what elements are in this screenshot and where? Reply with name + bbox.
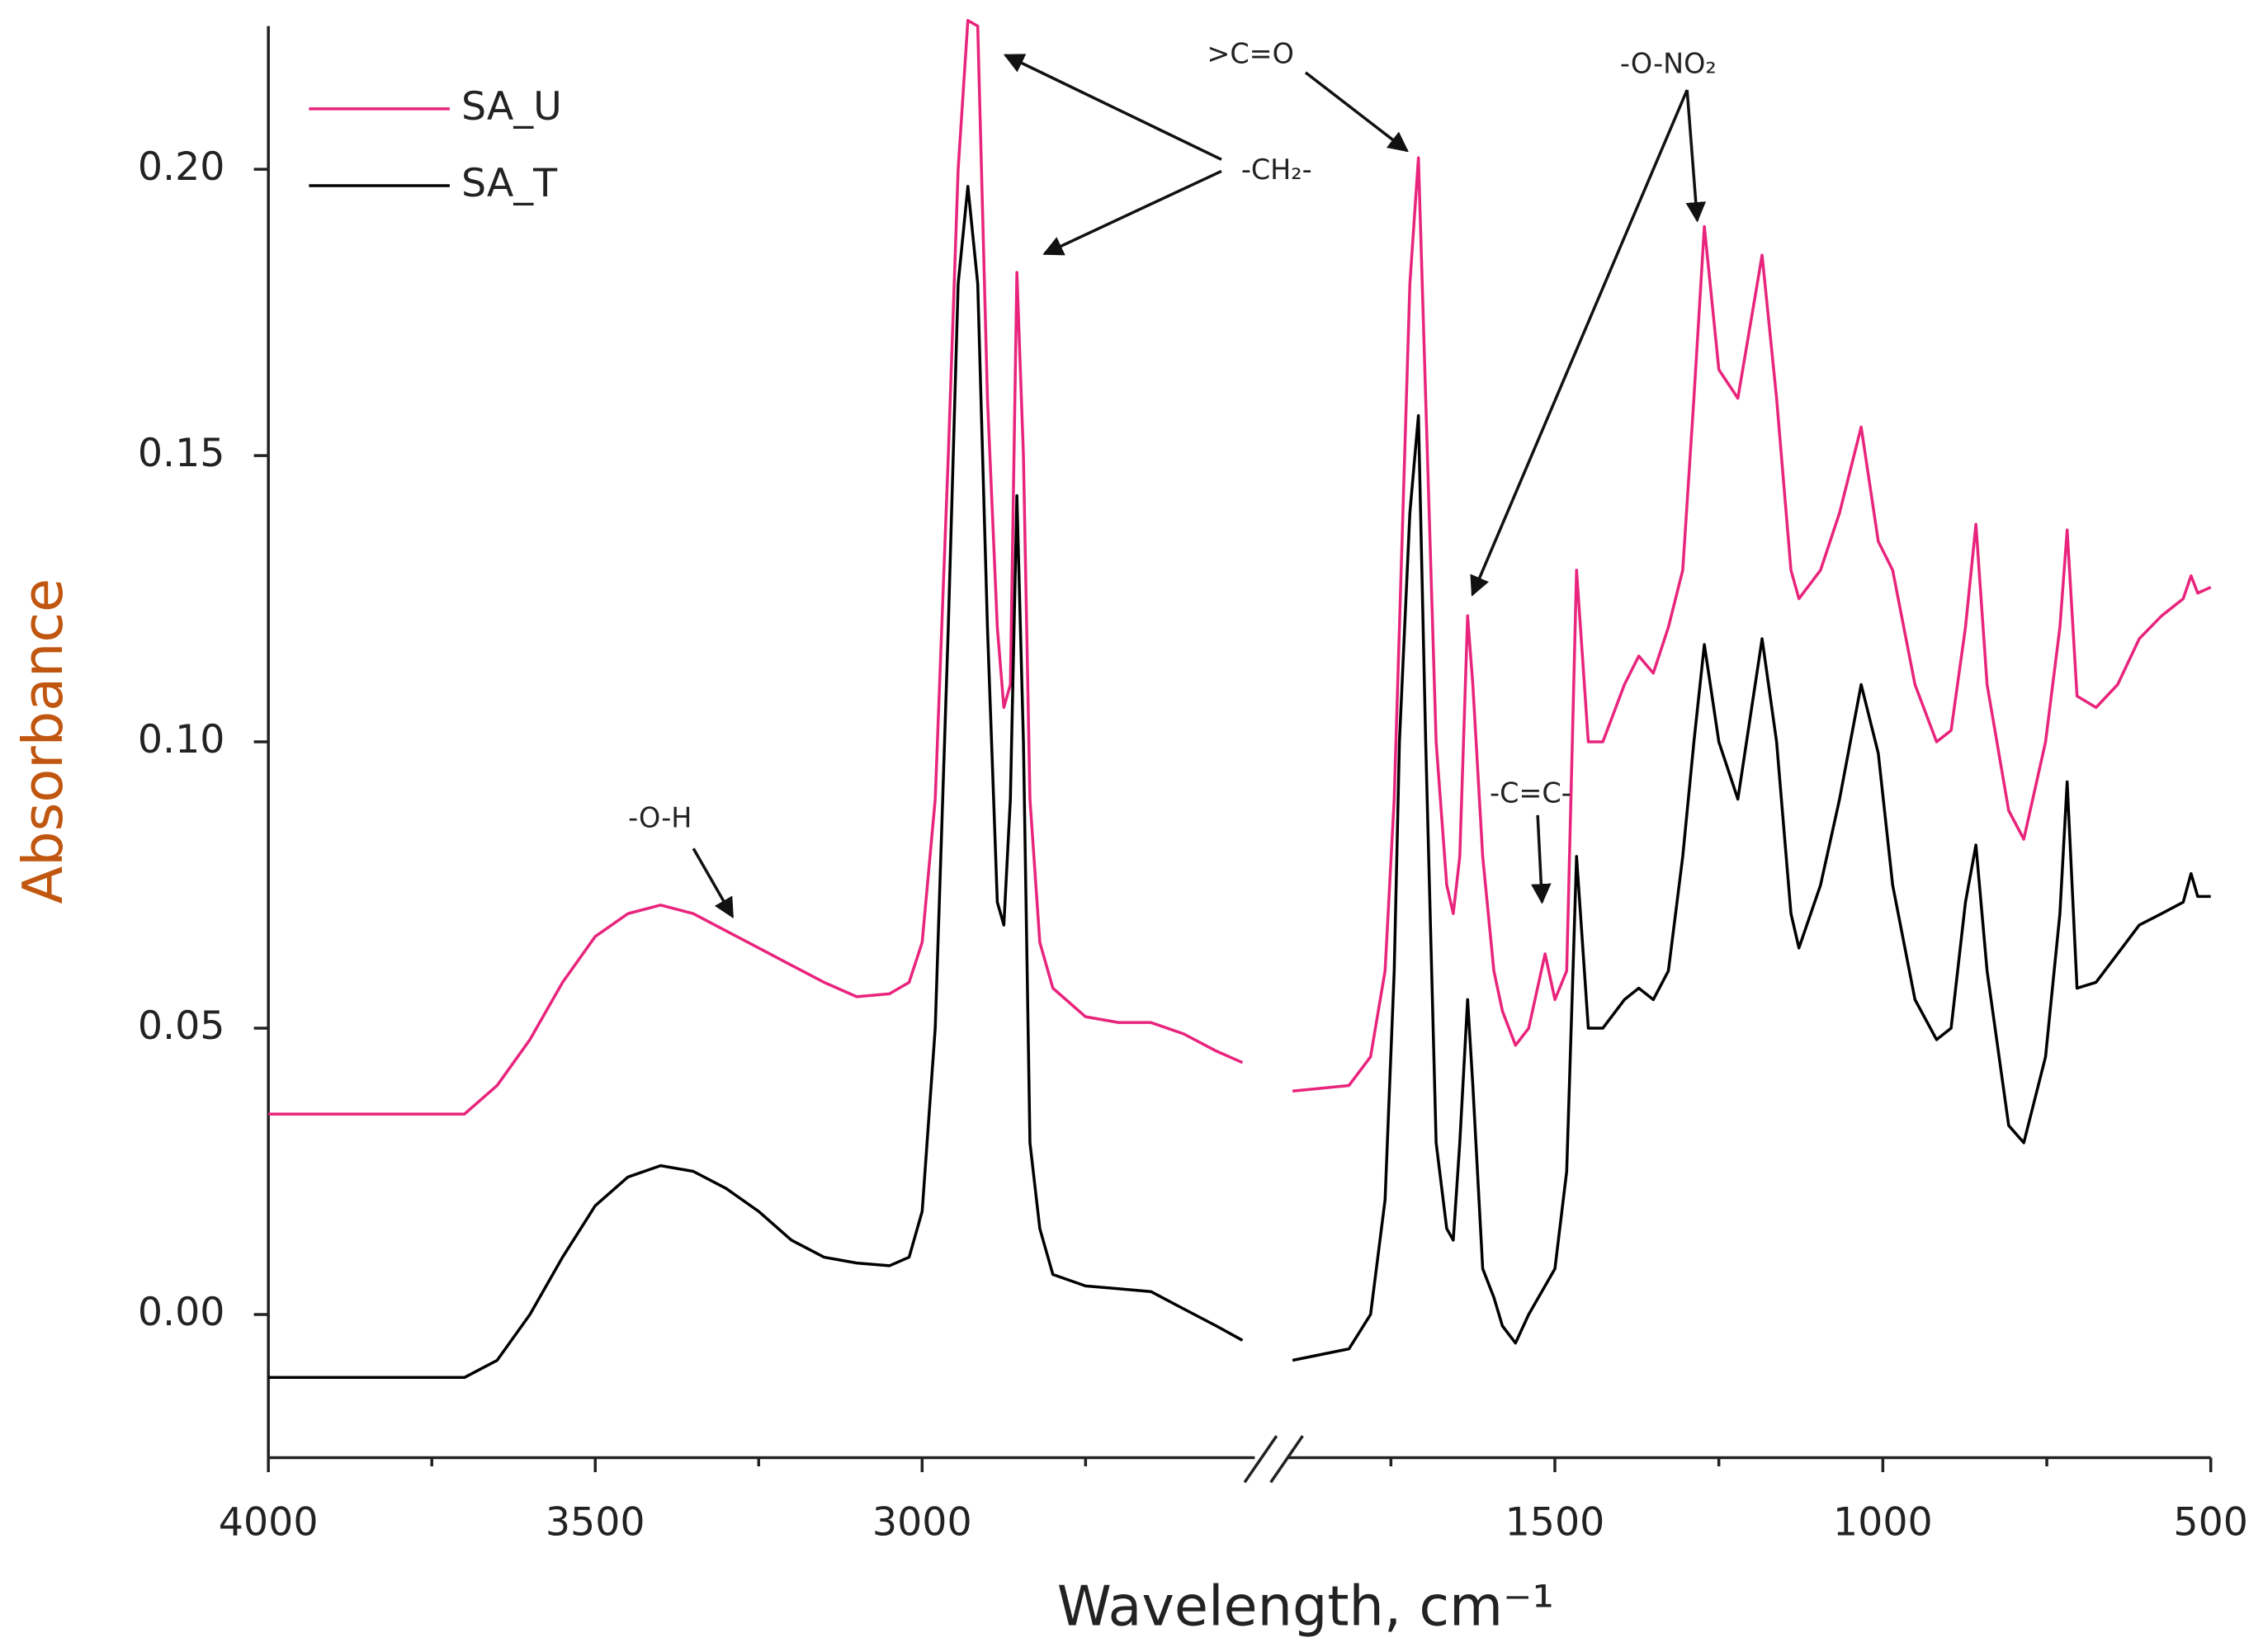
- axis-break: [1269, 1435, 1304, 1484]
- y-tick-label: 0.00: [138, 1290, 225, 1335]
- x-tick-label: 1500: [1505, 1499, 1605, 1545]
- y-tick-label: 0.15: [138, 431, 225, 476]
- y-tick-label: 0.20: [138, 144, 225, 190]
- legend-label: SA_U: [461, 84, 562, 130]
- annotation: -C=C-: [1490, 777, 1571, 809]
- plot-area: 0.00 0.05 0.10 0.15 0.20 4000 3500 3000 1500 1000…: [138, 19, 2248, 1545]
- annotation: -O-H: [628, 802, 692, 834]
- annotation: >C=O: [1207, 37, 1294, 69]
- annotation-arrow: [1304, 71, 1409, 153]
- data-line: [268, 19, 2212, 1116]
- y-tick-label: 0.10: [138, 717, 225, 762]
- axis-break: [1243, 1435, 1278, 1484]
- annotation: -CH₂-: [1241, 153, 1312, 186]
- annotation-arrow: [1003, 54, 1222, 161]
- x-axis-label: Wavelength, cm⁻¹: [1057, 1574, 1554, 1639]
- annotation-arrow: [692, 847, 735, 918]
- x-tick-label: 3000: [872, 1499, 972, 1545]
- annotation: -O-NO₂: [1620, 48, 1717, 80]
- x-tick-label: 500: [2173, 1499, 2248, 1545]
- x-tick-label: 4000: [219, 1499, 319, 1545]
- annotation-arrow: [1470, 89, 1689, 597]
- legend-label: SA_T: [461, 161, 558, 206]
- annotation-arrow: [1042, 169, 1222, 256]
- annotation-arrow: [1531, 814, 1552, 904]
- y-axis-label: Absorbance: [11, 578, 75, 904]
- annotation-arrow: [1685, 89, 1707, 223]
- y-tick-label: 0.05: [138, 1003, 225, 1049]
- x-tick-label: 3500: [546, 1499, 645, 1545]
- x-tick-label: 1000: [1833, 1499, 1933, 1545]
- data-line: [268, 185, 2211, 1380]
